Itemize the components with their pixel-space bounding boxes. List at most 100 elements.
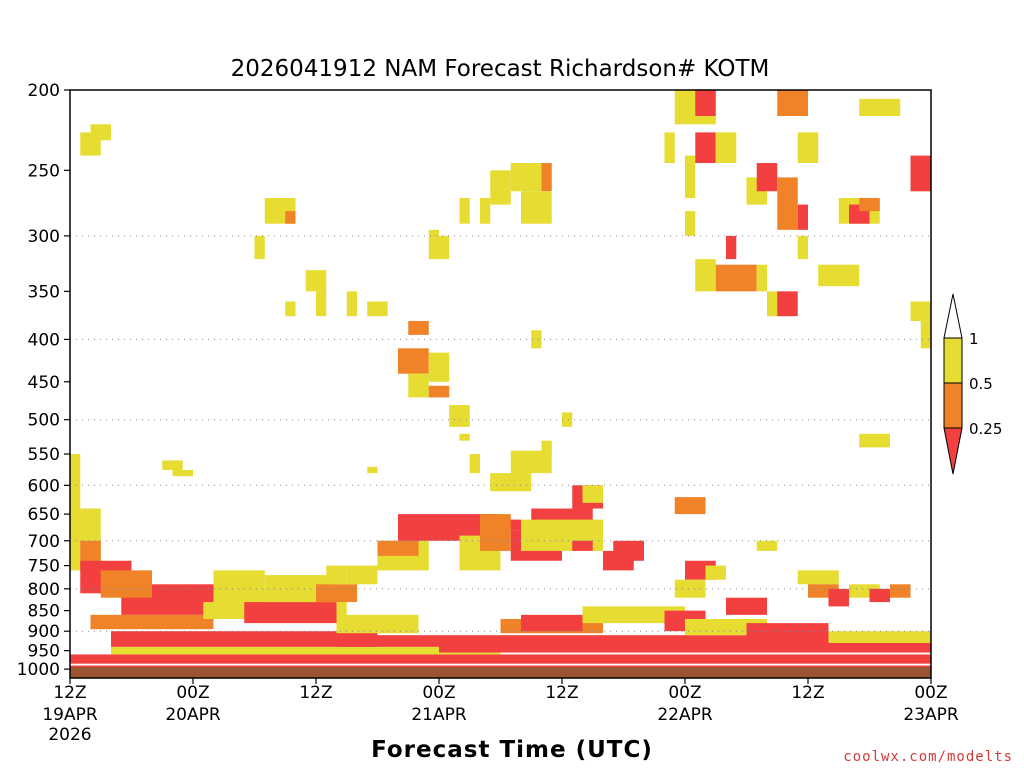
x-tick-label-48: 12Z (545, 683, 578, 703)
surface-ground (70, 667, 931, 678)
ri-cell-8 (336, 635, 439, 647)
ri-cell-79 (449, 405, 470, 427)
legend-swatch-yellow (943, 337, 963, 384)
legend-label-1: 0.5 (969, 375, 993, 393)
ri-cell-12 (521, 614, 583, 632)
ri-cell-72 (521, 191, 552, 224)
ri-cell-105 (756, 264, 767, 292)
ri-cell-46 (674, 579, 706, 598)
ri-cell-96 (756, 163, 778, 192)
ri-cell-66 (439, 235, 450, 260)
ri-cell-43 (674, 497, 706, 515)
ri-cell-51 (828, 588, 849, 607)
y-tick-label-600: 600 (28, 476, 60, 496)
ri-cell-94 (715, 132, 737, 164)
y-tick-label-550: 550 (28, 445, 60, 465)
ri-cell-34 (480, 514, 511, 551)
y-tick-label-300: 300 (28, 227, 60, 247)
ri-cell-112 (859, 197, 880, 212)
plot-frame (69, 89, 932, 679)
ri-cell-80 (162, 460, 183, 470)
ri-cell-28 (346, 565, 378, 585)
ri-cell-108 (797, 235, 808, 260)
y-tick-label-1000: 1000 (17, 660, 60, 680)
ri-cell-54 (869, 588, 890, 603)
ri-cell-27 (326, 565, 347, 585)
ri-cell-56 (90, 124, 111, 141)
legend-swatch-orange (943, 382, 963, 429)
x-tick-year-0: 2026 (48, 725, 91, 745)
ri-cell-84 (510, 450, 552, 474)
ri-cell-65 (428, 229, 439, 260)
ri-cell-87 (562, 412, 573, 427)
ri-cell-74 (408, 320, 429, 335)
ri-cell-59 (254, 235, 265, 260)
ri-cell-104 (715, 264, 757, 292)
legend: 1 0.5 0.25 (943, 293, 1002, 475)
ri-cell-17 (828, 631, 931, 644)
x-tick-date-60: 22APR (657, 705, 713, 725)
ri-cell-64 (367, 301, 388, 317)
ri-cell-58 (285, 211, 296, 224)
ri-cell-107 (777, 291, 798, 317)
y-axis: 200 250 300 350 400 450 500 550 600 650 700 750 8008… (17, 81, 70, 680)
ri-cell-61 (316, 291, 327, 317)
ri-cell-90 (695, 90, 716, 117)
ri-cell-69 (490, 170, 511, 205)
x-axis-label: Forecast Time (UTC) (371, 737, 653, 763)
ri-cell-67 (459, 197, 470, 224)
ri-cell-77 (428, 352, 450, 382)
ri-cell-76 (408, 373, 429, 398)
ri-cell-68 (480, 197, 491, 224)
ri-cell-81 (172, 469, 193, 477)
ri-cell-97 (777, 177, 798, 230)
ri-cell-47 (726, 597, 767, 615)
y-tick-label-250: 250 (28, 161, 60, 181)
ri-cell-91 (664, 132, 675, 164)
ri-cell-42 (613, 540, 644, 561)
ri-cell-116 (910, 301, 931, 321)
ri-cell-118 (859, 433, 890, 448)
y-tick-label-850: 850 (28, 602, 60, 622)
ri-cell-93 (695, 132, 716, 164)
ri-cell-1 (70, 654, 931, 664)
ri-cell-71 (541, 163, 552, 192)
x-tick-label-24: 12Z (299, 683, 332, 703)
ri-cell-115 (910, 155, 931, 192)
ri-cell-48 (756, 540, 778, 551)
ri-cell-82 (367, 466, 378, 474)
ri-cell-103 (695, 259, 716, 292)
ri-cell-13 (582, 606, 685, 624)
y-tick-label-650: 650 (28, 505, 60, 525)
ri-cell-113 (859, 98, 901, 117)
x-tick-date-36: 21APR (411, 705, 467, 725)
x-tick-date-12: 20APR (165, 705, 221, 725)
x-tick-label-72: 12Z (791, 683, 824, 703)
y-tick-label-950: 950 (28, 642, 60, 662)
ri-cell-38 (572, 540, 593, 551)
ri-cell-102 (726, 235, 737, 260)
y-tick-label-900: 900 (28, 622, 60, 642)
ri-cell-101 (685, 211, 696, 236)
credit-text: coolwx.com/modelts (843, 749, 1013, 765)
ri-cell-9 (336, 614, 419, 634)
ri-cell-45 (705, 565, 726, 580)
ri-cell-2 (111, 646, 501, 655)
ri-cell-75 (398, 348, 429, 374)
x-tick-label-0: 12Z (53, 683, 86, 703)
ri-cell-23 (152, 584, 214, 603)
y-tick-label-450: 450 (28, 373, 60, 393)
ri-cell-62 (285, 301, 296, 317)
ri-cell-4 (90, 614, 214, 630)
ri-cell-88 (459, 433, 470, 441)
ri-cell-70 (510, 163, 542, 192)
ri-field (70, 90, 931, 670)
x-tick-label-84: 00Z (914, 683, 947, 703)
ri-cell-3 (111, 631, 378, 647)
x-tick-date-0: 19APR (42, 705, 98, 725)
legend-label-2: 0.25 (969, 420, 1002, 438)
legend-label-0: 1 (969, 330, 979, 348)
y-tick-label-750: 750 (28, 557, 60, 577)
